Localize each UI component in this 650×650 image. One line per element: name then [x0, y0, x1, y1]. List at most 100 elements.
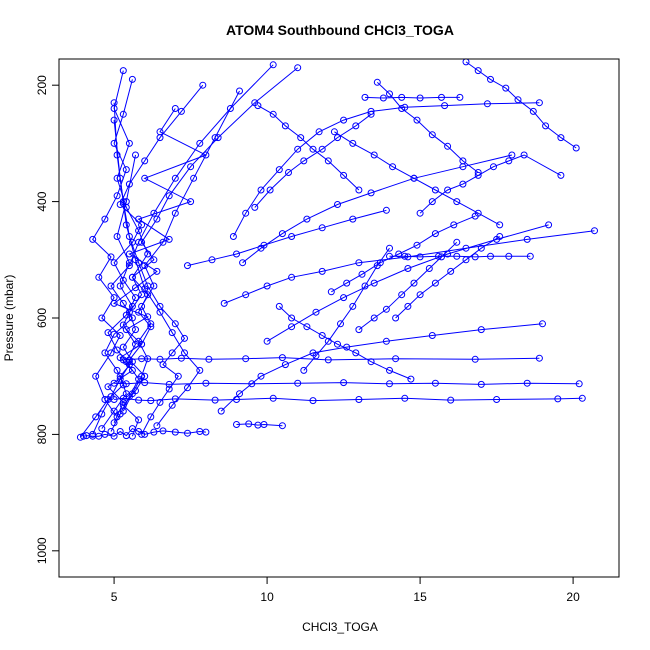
- data-point: [496, 233, 504, 240]
- data-point: [340, 294, 348, 302]
- data-point: [535, 99, 543, 107]
- data-point: [526, 252, 534, 260]
- data-point: [141, 157, 149, 165]
- data-point: [428, 332, 436, 339]
- data-point: [110, 432, 118, 440]
- data-point: [196, 139, 204, 147]
- data-point: [156, 134, 164, 142]
- data-point: [233, 250, 240, 258]
- data-point: [144, 355, 152, 363]
- data-point: [263, 282, 271, 290]
- data-point: [174, 372, 182, 380]
- data-point: [113, 233, 121, 240]
- data-point: [101, 430, 109, 438]
- data-point: [168, 349, 176, 357]
- data-point: [107, 349, 115, 357]
- series-line: [364, 96, 460, 99]
- data-point: [288, 273, 296, 281]
- data-point: [116, 428, 124, 435]
- data-point: [349, 302, 357, 310]
- data-point: [438, 93, 445, 101]
- data-point: [104, 383, 112, 391]
- data-point: [413, 116, 421, 124]
- data-point: [156, 398, 164, 406]
- data-point: [98, 314, 106, 322]
- data-point: [132, 284, 139, 292]
- data-point: [324, 337, 332, 345]
- data-point: [138, 221, 146, 229]
- data-point: [288, 323, 296, 331]
- data-point: [229, 233, 237, 240]
- data-point: [428, 198, 436, 206]
- y-tick-label: 800: [35, 424, 49, 444]
- data-point: [591, 227, 598, 235]
- series-line: [236, 423, 283, 427]
- data-series: [110, 99, 188, 438]
- data-series: [107, 151, 143, 435]
- data-point: [318, 145, 326, 153]
- data-point: [477, 326, 485, 334]
- data-point: [367, 358, 375, 366]
- data-point: [184, 429, 191, 437]
- data-point: [361, 282, 369, 290]
- data-point: [462, 256, 470, 264]
- data-point: [373, 262, 381, 270]
- data-point: [187, 163, 195, 171]
- data-point: [202, 428, 210, 436]
- data-point: [309, 145, 317, 153]
- data-point: [471, 355, 479, 363]
- data-point: [110, 139, 118, 147]
- data-point: [150, 282, 158, 290]
- data-point: [483, 100, 491, 108]
- data-series: [251, 110, 375, 211]
- data-point: [535, 354, 543, 362]
- data-point: [392, 355, 400, 363]
- y-tick-label: 200: [35, 75, 49, 95]
- data-point: [116, 372, 124, 380]
- data-point: [171, 174, 179, 182]
- data-point: [459, 180, 467, 188]
- data-series: [254, 102, 363, 194]
- data-point: [288, 314, 296, 322]
- chart-title: ATOM4 Southbound CHCl3_TOGA: [226, 22, 454, 38]
- data-point: [217, 407, 225, 415]
- data-point: [122, 198, 130, 206]
- data-point: [150, 209, 158, 217]
- data-point: [398, 105, 406, 112]
- data-point: [242, 291, 250, 299]
- data-point: [416, 291, 424, 299]
- data-point: [477, 244, 485, 252]
- data-point: [288, 233, 296, 240]
- data-point: [309, 397, 317, 405]
- data-series: [233, 420, 286, 430]
- data-point: [263, 337, 271, 345]
- series-line: [187, 209, 387, 267]
- data-series: [392, 233, 504, 322]
- data-point: [153, 215, 161, 223]
- data-point: [401, 394, 409, 402]
- data-point: [490, 163, 497, 171]
- data-point: [303, 323, 311, 331]
- data-point: [514, 96, 522, 104]
- data-point: [324, 157, 332, 165]
- data-point: [382, 206, 390, 214]
- data-point: [474, 67, 482, 75]
- data-point: [431, 379, 439, 387]
- series-line: [92, 79, 133, 418]
- data-point: [281, 361, 289, 369]
- data-series: [416, 151, 565, 217]
- data-point: [95, 432, 103, 440]
- data-point: [211, 396, 219, 404]
- data-point: [135, 396, 143, 404]
- data-point: [447, 396, 455, 404]
- data-point: [352, 122, 360, 130]
- data-point: [395, 250, 403, 258]
- data-point: [107, 282, 115, 290]
- data-series: [217, 320, 546, 415]
- data-point: [327, 288, 335, 296]
- data-point: [159, 427, 167, 435]
- data-point: [184, 384, 191, 392]
- data-point: [275, 302, 283, 310]
- data-point: [334, 340, 341, 348]
- data-point: [554, 395, 562, 403]
